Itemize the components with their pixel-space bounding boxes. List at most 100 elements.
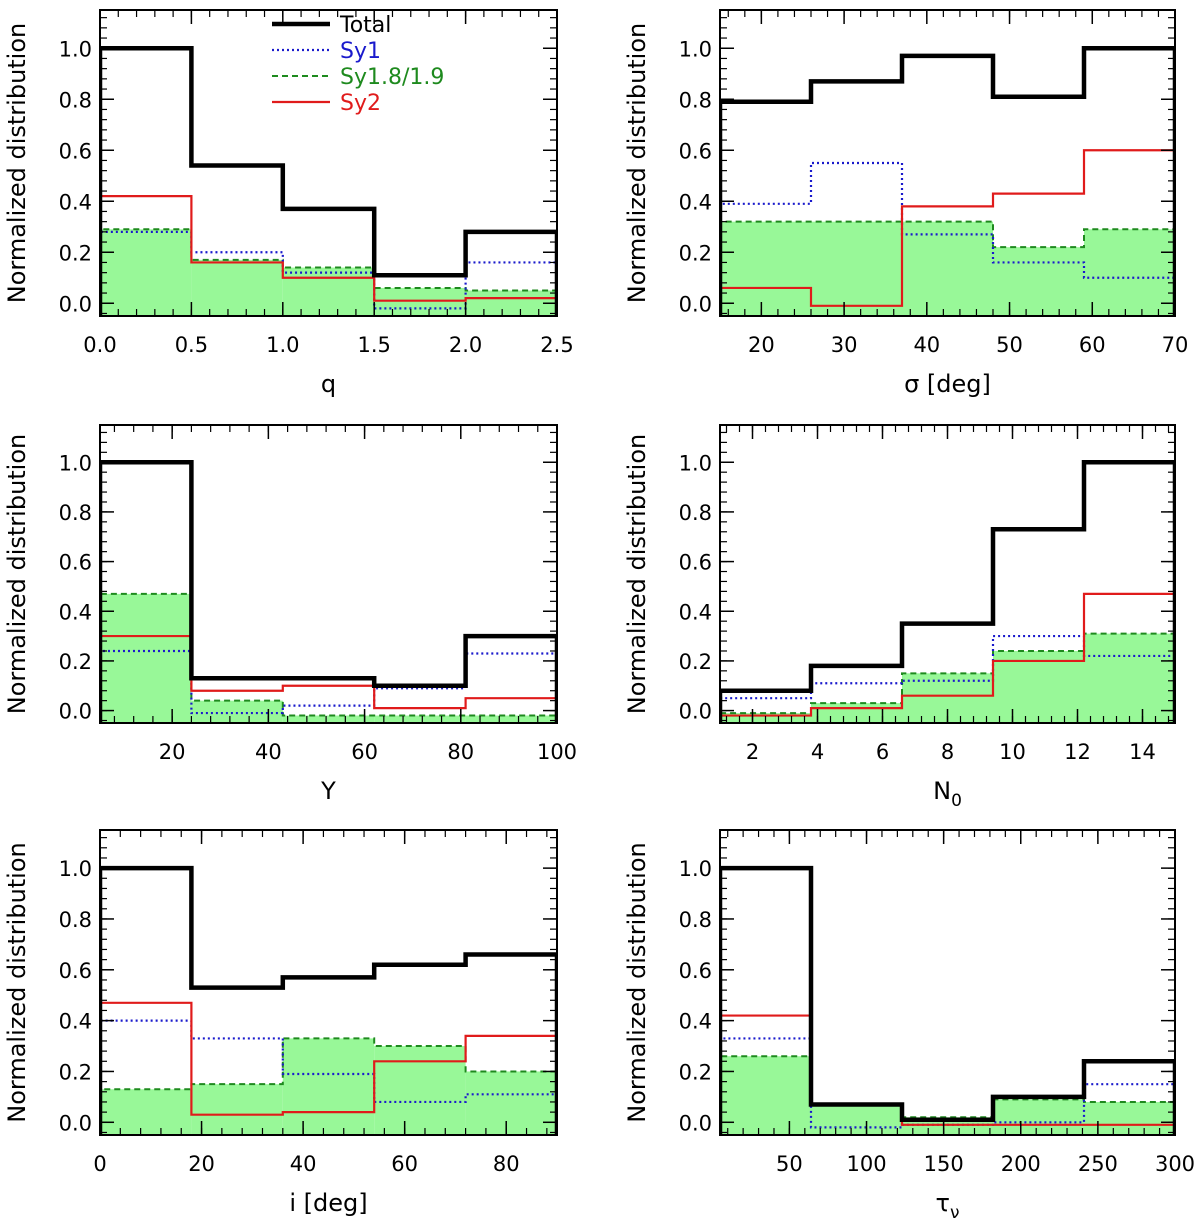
y-tick-label: 0.2 [59,241,92,265]
x-tick-label: 40 [913,333,940,357]
panel-1: 0.0 0.5 1.0 1.5 2.0 2.5 0.0 0.2 0.4 0.6 0.8 1.0 Norm… [3,9,574,398]
plot-area [100,460,557,723]
y-tick-label: 0.4 [59,1010,92,1034]
plot-frame [719,9,1176,317]
x-tick-label: 2 [746,740,759,764]
y-tick-label: 0.4 [59,190,92,214]
plot-area [100,46,557,316]
series-sy2-outline [720,149,1175,316]
x-tick-label: 12 [1064,740,1091,764]
fill-bar-4 [374,287,466,316]
fill-bar-4 [993,1099,1084,1135]
y-tick-label: 0.0 [59,1111,92,1135]
y-tick-label: 0.8 [59,501,92,525]
fill-bar-1 [100,1089,192,1135]
x-tick-label: 50 [776,1152,803,1176]
fill-bar-1 [100,593,192,723]
x-tick-label: 40 [255,740,282,764]
fill-bar-5 [1084,633,1175,723]
fill-bar-1 [100,229,192,316]
fill-bar-4 [374,1046,466,1135]
series-sy2-outline [720,592,1175,723]
y-tick-label: 1.0 [59,37,92,61]
series-total-outline [100,865,557,1135]
fill-bar-5 [465,715,557,723]
x-tick-label: 250 [1078,1152,1118,1176]
plot-frame [719,829,1176,1136]
x-axis-label: σ [deg] [904,370,991,398]
panel-5: 0 20 40 60 80 0.0 0.2 0.4 0.6 0.8 1.0 Normalized di… [3,829,558,1217]
series-sy1-8-1-9-outline [100,1037,557,1135]
plot-area [720,865,1175,1135]
x-tick-label: 60 [351,740,378,764]
y-tick-label: 0.2 [679,1060,712,1084]
plot-frame [99,424,558,724]
y-tick-label: 0.8 [679,908,712,932]
series-total-outline [100,46,557,316]
y-tick-label: 0.0 [59,700,92,724]
panel-4: 2 4 6 8 10 12 14 0.0 0.2 0.4 0.6 0.8 1.0 Normalized d… [623,424,1176,811]
series-sy1-8-1-9-outline [100,228,557,316]
plot-frame [99,9,558,317]
fill-bar-1 [720,1056,811,1135]
fill-bar-2 [811,1104,902,1135]
x-axis-label: i [deg] [289,1189,367,1217]
y-tick-label: 0.2 [679,650,712,674]
fill-bar-1 [720,221,811,316]
series-sy1-outline [720,161,1175,316]
y-tick-label: 0.4 [679,190,712,214]
x-tick-label: 2.5 [540,333,573,357]
series-total-outline [720,460,1175,723]
y-tick-label: 0.8 [679,88,712,112]
y-tick-label: 0.2 [679,241,712,265]
y-tick-label: 0.4 [59,600,92,624]
y-axis-label: Normalized distribution [3,842,31,1123]
series-sy1-8-1-9-outline [100,592,557,723]
series-sy1-outline [100,230,557,316]
x-tick-label: 80 [447,740,474,764]
fill-bar-2 [191,1084,283,1135]
series-sy2-outline [100,1001,557,1135]
x-axis-label: N0 [933,777,962,811]
x-tick-label: 50 [996,333,1023,357]
x-tick-label: 80 [493,1152,520,1176]
x-tick-label: 60 [391,1152,418,1176]
y-axis-label: Normalized distribution [623,842,651,1123]
series-sy1-outline [100,649,557,723]
panel-3: 20 40 60 80 100 0.0 0.2 0.4 0.6 0.8 1.0 Normalized … [3,424,577,805]
x-tick-label: 4 [811,740,824,764]
fill-bar-5 [1084,229,1175,316]
y-tick-label: 0.8 [59,908,92,932]
fill-bar-5 [465,1071,557,1135]
x-tick-label: 30 [831,333,858,357]
plot-area [720,46,1175,316]
y-axis-label: Normalized distribution [3,23,31,304]
y-tick-label: 0.6 [59,551,92,575]
y-tick-label: 0.6 [59,959,92,983]
series-sy1-8-1-9-outline [720,220,1175,316]
x-tick-label: 40 [290,1152,317,1176]
y-axis-label: Normalized distribution [623,23,651,304]
legend-label-sy1: Sy1 [340,39,381,64]
legend-label-total: Total [339,13,391,38]
plot-frame [99,829,558,1136]
series-sy1-outline [720,634,1175,723]
y-tick-label: 1.0 [679,857,712,881]
x-tick-label: 1.5 [357,333,390,357]
y-tick-label: 0.6 [679,551,712,575]
series-sy1-8-1-9-outline [720,1055,1175,1135]
x-tick-label: 0.0 [83,333,116,357]
y-tick-label: 0.8 [59,88,92,112]
series-total-outline [720,865,1175,1135]
x-tick-label: 0 [93,1152,106,1176]
series-sy1-8-1-9-outline [720,632,1175,723]
x-tick-label: 150 [924,1152,964,1176]
y-tick-label: 0.6 [679,959,712,983]
y-tick-label: 0.6 [679,139,712,163]
y-tick-label: 0.4 [679,600,712,624]
y-tick-label: 0.6 [59,139,92,163]
y-tick-label: 0.4 [679,1010,712,1034]
y-axis-label: Normalized distribution [3,434,31,715]
